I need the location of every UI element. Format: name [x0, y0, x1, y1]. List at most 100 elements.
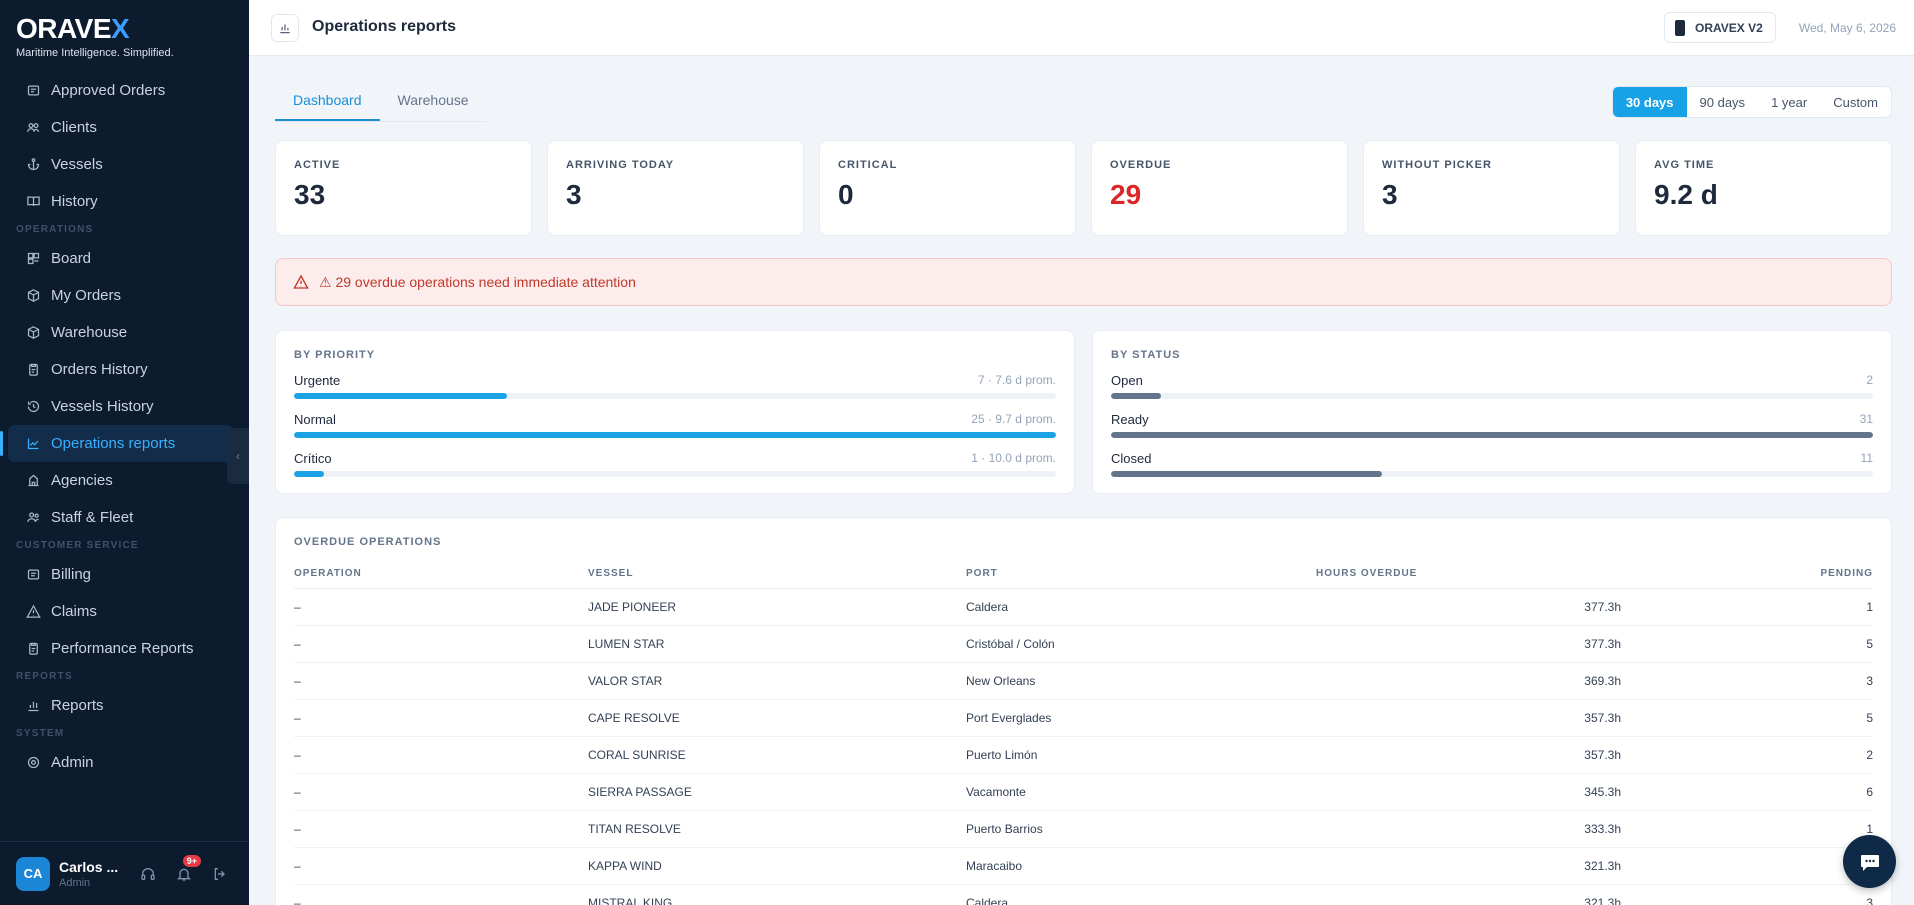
tab-dashboard[interactable]: Dashboard — [275, 84, 380, 121]
column-header[interactable]: VESSEL — [588, 568, 966, 589]
table-row[interactable]: – CORAL SUNRISE Puerto Limón 357.3h 2 — [294, 736, 1873, 774]
cell-pending: 2 — [1621, 736, 1873, 774]
table-row[interactable]: – SIERRA PASSAGE Vacamonte 345.3h 6 — [294, 773, 1873, 811]
brand-logo[interactable]: ORAVEX Maritime Intelligence. Simplified… — [16, 14, 174, 60]
sidebar-item-vessels-history[interactable]: Vessels History — [0, 388, 249, 425]
cell-vessel: SIERRA PASSAGE — [588, 773, 966, 811]
sidebar-item-agencies[interactable]: Agencies — [0, 462, 249, 499]
sidebar-item-label: Reports — [51, 697, 104, 714]
cell-pending: 3 — [1621, 884, 1873, 905]
cell-hours-overdue: 321.3h — [1316, 884, 1621, 905]
sidebar-item-admin[interactable]: Admin — [0, 744, 249, 781]
overdue-operations-panel: OVERDUE OPERATIONS OPERATION VESSEL PORT… — [275, 517, 1892, 905]
sidebar-item-label: Admin — [51, 754, 94, 771]
sidebar-item-staff-fleet[interactable]: Staff & Fleet — [0, 499, 249, 536]
range-custom-button[interactable]: Custom — [1833, 94, 1878, 110]
bar-meta: 31 — [1859, 412, 1873, 426]
sidebar-item-vessels[interactable]: Vessels — [0, 146, 249, 183]
package-icon — [24, 287, 42, 305]
panel-title: BY STATUS — [1111, 349, 1181, 361]
sidebar-section-title: SYSTEM — [16, 728, 65, 739]
stat-value: 33 — [294, 179, 326, 210]
range-30-days-button[interactable]: 30 days — [1612, 87, 1687, 117]
sidebar-item-warehouse[interactable]: Warehouse — [0, 314, 249, 351]
overdue-table: OPERATION VESSEL PORT HOURS OVERDUE PEND… — [294, 568, 1873, 905]
stat-value: 9.2 d — [1654, 179, 1718, 210]
sidebar-collapse-handle[interactable]: ‹ — [227, 428, 249, 484]
current-date: Wed, May 6, 2026 — [1798, 21, 1896, 35]
column-header[interactable]: PORT — [966, 568, 1316, 589]
avatar[interactable]: CA — [16, 856, 50, 891]
bar-fill — [294, 471, 325, 477]
cell-operation: – — [294, 625, 588, 663]
sidebar-item-my-orders[interactable]: My Orders — [0, 277, 249, 314]
table-header-row: OPERATION VESSEL PORT HOURS OVERDUE PEND… — [294, 568, 1873, 589]
user-name: Carlos ... — [59, 858, 119, 875]
stat-value: 3 — [1382, 179, 1398, 210]
sidebar-item-label: Clients — [51, 119, 97, 136]
sidebar-item-label: Agencies — [51, 472, 113, 489]
sidebar-item-performance-reports[interactable]: Performance Reports — [0, 630, 249, 667]
cell-operation: – — [294, 810, 588, 848]
headset-icon[interactable] — [135, 861, 161, 887]
column-header[interactable]: PENDING — [1621, 568, 1873, 589]
table-row[interactable]: – JADE PIONEER Caldera 377.3h 1 — [294, 588, 1873, 626]
stat-label: ACTIVE — [294, 159, 341, 171]
cell-pending: 5 — [1621, 625, 1873, 663]
sidebar-item-label: Performance Reports — [51, 640, 194, 657]
sidebar-item-billing[interactable]: Billing — [0, 556, 249, 593]
user-bar: CA Carlos ... Admin 9+ — [0, 841, 249, 905]
bar-track — [294, 471, 1056, 477]
table-row[interactable]: – LUMEN STAR Cristóbal / Colón 377.3h 5 — [294, 625, 1873, 663]
range-1-year-button[interactable]: 1 year — [1771, 94, 1808, 110]
sidebar-item-approved-orders[interactable]: Approved Orders — [0, 72, 249, 109]
clients-icon — [24, 119, 42, 137]
bell-icon[interactable]: 9+ — [171, 854, 201, 887]
cell-port: Cristóbal / Colón — [966, 625, 1316, 663]
cell-port: Caldera — [966, 884, 1316, 905]
stat-value: 0 — [838, 179, 854, 210]
column-header[interactable]: OPERATION — [294, 568, 588, 589]
sidebar-item-label: Warehouse — [51, 324, 128, 341]
sidebar-item-clients[interactable]: Clients — [0, 109, 249, 146]
sidebar-item-claims[interactable]: Claims — [0, 593, 249, 630]
bar-fill — [294, 432, 1056, 438]
bar-fill — [294, 393, 508, 399]
range-90-days-button[interactable]: 90 days — [1699, 94, 1746, 110]
reports-icon[interactable] — [271, 14, 299, 42]
cell-vessel: MISTRAL KING — [588, 884, 966, 905]
sidebar-item-history[interactable]: History — [0, 183, 249, 220]
cell-operation: – — [294, 736, 588, 774]
sidebar-item-label: History — [51, 193, 98, 210]
warning-icon — [24, 603, 42, 621]
cell-pending: 6 — [1621, 773, 1873, 811]
bar-track — [1111, 471, 1873, 477]
chat-button[interactable] — [1843, 835, 1896, 888]
tabs-divider — [275, 121, 487, 122]
brand-tagline: Maritime Intelligence. Simplified. — [16, 47, 174, 59]
bar-row-open: Open 2 — [1111, 373, 1873, 399]
table-row[interactable]: – TITAN RESOLVE Puerto Barrios 333.3h 1 — [294, 810, 1873, 848]
column-header[interactable]: HOURS OVERDUE — [1316, 568, 1621, 589]
table-row[interactable]: – MISTRAL KING Caldera 321.3h 3 — [294, 884, 1873, 905]
stat-card-active: ACTIVE 33 — [275, 140, 532, 236]
sidebar-item-reports[interactable]: Reports — [0, 687, 249, 724]
sidebar-item-board[interactable]: Board — [0, 240, 249, 277]
table-row[interactable]: – VALOR STAR New Orleans 369.3h 3 — [294, 662, 1873, 700]
stat-card-overdue: OVERDUE 29 — [1091, 140, 1348, 236]
bar-meta: 11 — [1860, 451, 1873, 465]
tab-warehouse[interactable]: Warehouse — [397, 92, 469, 108]
org-switcher[interactable]: ORAVEX V2 — [1664, 12, 1776, 43]
sidebar-item-label: Staff & Fleet — [51, 509, 134, 526]
table-title: OVERDUE OPERATIONS — [294, 536, 442, 548]
overdue-alert: ⚠ 29 overdue operations need immediate a… — [275, 258, 1892, 306]
table-row[interactable]: – CAPE RESOLVE Port Everglades 357.3h 5 — [294, 699, 1873, 737]
clipboard-icon — [24, 361, 42, 379]
stat-value: 3 — [566, 179, 582, 210]
logout-icon[interactable] — [207, 861, 233, 887]
sidebar-item-operations-reports[interactable]: Operations reports — [0, 425, 233, 462]
sidebar-item-label: Vessels History — [51, 398, 154, 415]
sidebar-item-orders-history[interactable]: Orders History — [0, 351, 249, 388]
bar-fill — [1111, 471, 1382, 477]
